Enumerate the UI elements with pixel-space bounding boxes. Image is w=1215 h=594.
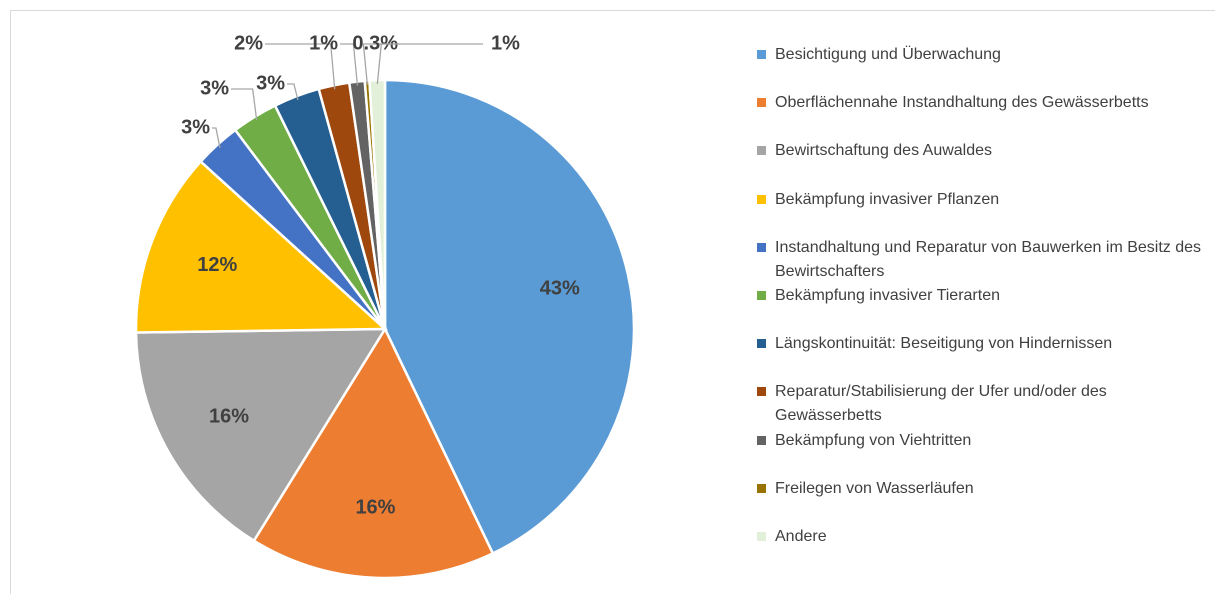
legend-entry: Reparatur/Stabilisierung der Ufer und/od… <box>757 380 1215 428</box>
legend-swatch <box>757 435 766 445</box>
legend-entry: Besichtigung und Überwachung <box>757 43 1215 67</box>
leader-line <box>340 43 359 86</box>
legend-entry: Bekämpfung invasiver Pflanzen <box>757 188 1215 212</box>
legend-label: Bekämpfung invasiver Pflanzen <box>775 190 1000 208</box>
data-label: 0.3% <box>352 32 398 54</box>
legend-entry: Längskontinuität: Beseitigung von Hinder… <box>757 332 1215 356</box>
legend-swatch <box>757 194 766 204</box>
legend-entry: Oberflächennahe Instandhaltung des Gewäs… <box>757 91 1215 115</box>
legend-label: Längskontinuität: Beseitigung von Hinder… <box>775 335 1113 353</box>
pie-slice <box>252 326 495 580</box>
leader-line <box>376 43 483 85</box>
data-label: 43% <box>540 277 580 299</box>
legend-entry: Bekämpfung invasiver Tierarten <box>757 284 1215 308</box>
pie-slice <box>134 159 389 334</box>
data-label: 2% <box>234 32 263 54</box>
leader-line <box>287 83 299 101</box>
pie-slice <box>134 327 388 543</box>
legend-swatch <box>757 146 766 156</box>
legend-entry: Bekämpfung von Viehtritten <box>757 429 1215 453</box>
leader-line <box>265 43 336 90</box>
legend-label: Freilegen von Wasserläufen <box>775 479 974 497</box>
data-label: 1% <box>309 32 338 54</box>
leader-line <box>231 88 258 121</box>
leader-line <box>212 127 221 149</box>
data-label: 16% <box>355 496 395 518</box>
data-label: 3% <box>200 77 229 99</box>
data-label: 16% <box>209 406 249 428</box>
legend-swatch <box>757 387 766 397</box>
legend-label: Andere <box>775 528 827 545</box>
legend-entry: Andere <box>757 525 1215 549</box>
pie-slice <box>383 78 636 556</box>
legend-swatch <box>757 483 766 493</box>
legend-label: Besichtigung und Überwachung <box>775 46 1001 63</box>
legend-label: Bekämpfung invasiver Tierarten <box>775 287 1000 304</box>
legend-swatch <box>757 50 766 59</box>
legend-entry: Freilegen von Wasserläufen <box>757 477 1215 501</box>
legend-swatch <box>757 242 766 252</box>
data-label: 12% <box>197 254 237 276</box>
legend-swatch <box>757 98 766 108</box>
legend-swatch <box>757 532 766 541</box>
legend-entry: Bewirtschaftung des Auwaldes <box>757 139 1215 163</box>
legend-swatch <box>757 339 766 349</box>
legend-swatch <box>757 291 766 300</box>
legend-label: Bewirtschaftung des Auwaldes <box>775 142 993 160</box>
legend-label: Bekämpfung von Viehtritten <box>775 431 972 449</box>
legend-label: Oberflächennahe Instandhaltung des Gewäs… <box>775 94 1149 112</box>
legend-entry: Instandhaltung und Reparatur von Bauwerk… <box>757 236 1215 284</box>
data-label: 3% <box>256 72 285 94</box>
legend-label: Instandhaltung und Reparatur von Bauwerk… <box>775 238 1202 280</box>
legend-label: Reparatur/Stabilisierung der Ufer und/od… <box>775 383 1107 425</box>
data-label: 1% <box>491 32 520 54</box>
data-label: 3% <box>181 116 210 138</box>
